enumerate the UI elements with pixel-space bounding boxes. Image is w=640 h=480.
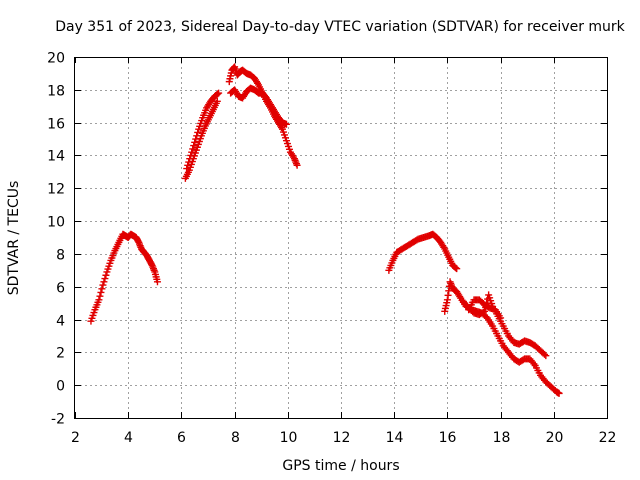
series-arc3-upper bbox=[385, 230, 461, 274]
x-tick-label: 22 bbox=[599, 430, 617, 446]
data-point bbox=[96, 292, 104, 300]
data-point bbox=[540, 350, 548, 358]
y-tick-label: 16 bbox=[47, 117, 65, 133]
y-tick-label: 6 bbox=[56, 281, 65, 297]
data-point bbox=[189, 145, 197, 153]
grid-lines bbox=[75, 57, 607, 418]
data-point bbox=[453, 265, 461, 273]
x-tick-label: 20 bbox=[546, 430, 564, 446]
y-tick-label: -2 bbox=[51, 412, 65, 428]
data-point bbox=[497, 314, 505, 322]
x-tick-label: 12 bbox=[333, 430, 351, 446]
axis-ticks bbox=[75, 57, 608, 419]
data-point bbox=[481, 307, 489, 315]
x-tick-label: 2 bbox=[71, 430, 80, 446]
y-tick-labels: -2 0 2 4 6 8 10 12 14 16 18 20 bbox=[47, 51, 65, 428]
y-tick-label: 14 bbox=[47, 149, 65, 165]
data-point bbox=[183, 165, 191, 173]
data-point bbox=[185, 158, 193, 166]
data-point bbox=[213, 97, 221, 105]
chart-title: Day 351 of 2023, Sidereal Day-to-day VTE… bbox=[55, 19, 625, 35]
y-tick-label: 12 bbox=[47, 182, 65, 198]
x-tick-label: 6 bbox=[177, 430, 186, 446]
series-arc3-hump bbox=[465, 296, 505, 322]
x-tick-labels: 2 4 6 8 10 12 14 16 18 20 22 bbox=[71, 430, 616, 446]
data-point bbox=[192, 135, 200, 143]
data-point bbox=[282, 120, 290, 128]
y-tick-label: 4 bbox=[56, 314, 65, 330]
series-arc2-inner bbox=[227, 84, 290, 128]
x-tick-label: 8 bbox=[231, 430, 240, 446]
series-arc2-lower bbox=[181, 97, 221, 182]
y-axis-label: SDTVAR / TECUs bbox=[6, 181, 22, 296]
y-tick-label: 10 bbox=[47, 215, 65, 231]
y-tick-label: 18 bbox=[47, 84, 65, 100]
x-tick-label: 4 bbox=[124, 430, 133, 446]
data-point bbox=[215, 89, 223, 97]
data-point bbox=[479, 308, 487, 316]
y-tick-label: 2 bbox=[56, 346, 65, 362]
data-point bbox=[555, 389, 563, 397]
x-tick-label: 14 bbox=[386, 430, 404, 446]
data-point bbox=[186, 155, 194, 163]
data-point bbox=[191, 138, 199, 146]
y-tick-label: 8 bbox=[56, 248, 65, 264]
x-axis-label: GPS time / hours bbox=[282, 458, 399, 474]
data-point bbox=[190, 142, 198, 150]
y-tick-label: 0 bbox=[56, 379, 65, 395]
data-point bbox=[194, 128, 202, 136]
data-point bbox=[187, 151, 195, 159]
x-tick-label: 18 bbox=[493, 430, 511, 446]
data-point bbox=[293, 161, 301, 169]
data-points bbox=[87, 63, 563, 397]
series-arc2-peak bbox=[225, 63, 301, 169]
x-tick-label: 10 bbox=[280, 430, 298, 446]
series-arc1 bbox=[87, 230, 161, 325]
data-point bbox=[99, 281, 107, 289]
data-point bbox=[101, 275, 109, 283]
data-point bbox=[188, 148, 196, 156]
data-point bbox=[102, 271, 110, 279]
data-point bbox=[153, 278, 161, 286]
data-point bbox=[95, 296, 103, 304]
data-point bbox=[184, 161, 192, 169]
series-arc2-upper bbox=[183, 89, 223, 173]
y-tick-label: 20 bbox=[47, 51, 65, 67]
x-tick-label: 16 bbox=[439, 430, 457, 446]
data-point bbox=[542, 352, 550, 360]
data-point bbox=[97, 288, 105, 296]
data-point bbox=[98, 285, 106, 293]
data-point bbox=[214, 90, 222, 98]
data-point bbox=[452, 264, 460, 272]
data-point bbox=[100, 278, 108, 286]
data-point bbox=[193, 132, 201, 140]
